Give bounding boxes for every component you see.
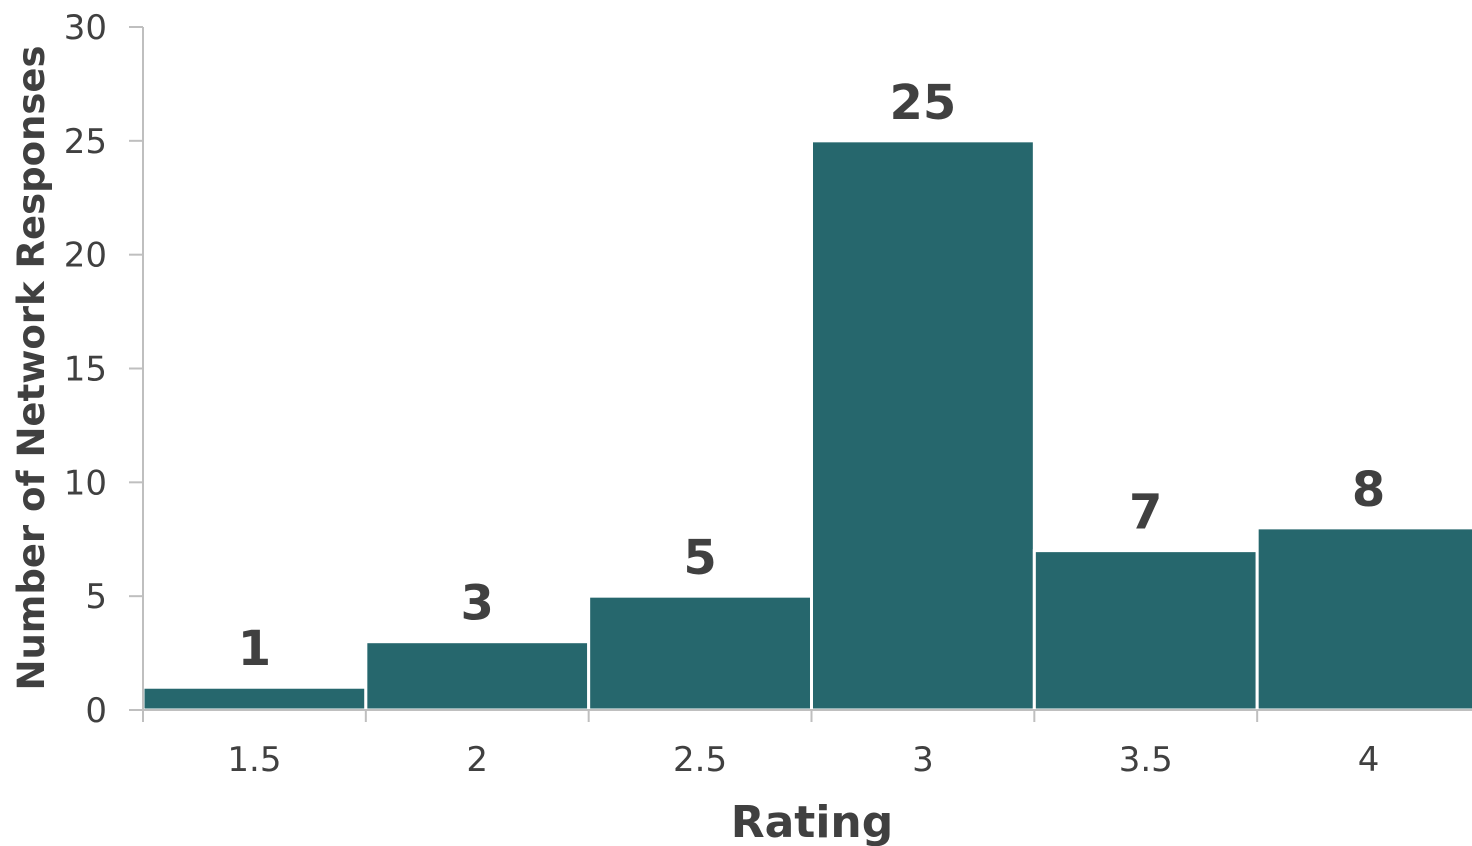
y-tick-label-15: 15 (64, 350, 107, 390)
y-tick-label-0: 0 (85, 691, 107, 731)
data-labels: 1 3 5 25 7 8 (238, 75, 1386, 677)
value-label-3: 25 (890, 75, 957, 131)
y-axis-ticks: 0 5 10 15 20 25 30 (64, 8, 143, 731)
value-label-3.5: 7 (1129, 485, 1162, 541)
y-axis-title: Number of Network Responses (10, 45, 53, 690)
bar-2 (364, 640, 591, 712)
value-label-2: 3 (461, 576, 494, 632)
x-tick-label-2: 2 (466, 740, 488, 780)
x-tick-label-3.5: 3.5 (1119, 740, 1173, 780)
y-tick-label-30: 30 (64, 8, 107, 48)
x-tick-label-1.5: 1.5 (227, 740, 281, 780)
bars (141, 139, 1472, 712)
x-tick-label-4: 4 (1358, 740, 1380, 780)
y-tick-label-25: 25 (64, 122, 107, 162)
x-axis-title: Rating (731, 797, 894, 846)
bar-4 (1255, 526, 1472, 712)
bar-2.5 (587, 594, 814, 712)
value-label-2.5: 5 (683, 530, 716, 586)
value-label-1.5: 1 (238, 621, 271, 677)
value-label-4: 8 (1352, 462, 1385, 518)
x-tick-label-3: 3 (912, 740, 934, 780)
y-tick-label-20: 20 (64, 236, 107, 276)
x-axis-ticks: 1.5 2 2.5 3 3.5 4 (142, 710, 1380, 780)
x-tick-label-2.5: 2.5 (673, 740, 727, 780)
bar-1.5 (141, 685, 368, 712)
y-tick-label-10: 10 (64, 463, 107, 503)
bar-3.5 (1032, 549, 1259, 712)
y-tick-label-5: 5 (85, 577, 107, 617)
bar-3 (810, 139, 1036, 712)
